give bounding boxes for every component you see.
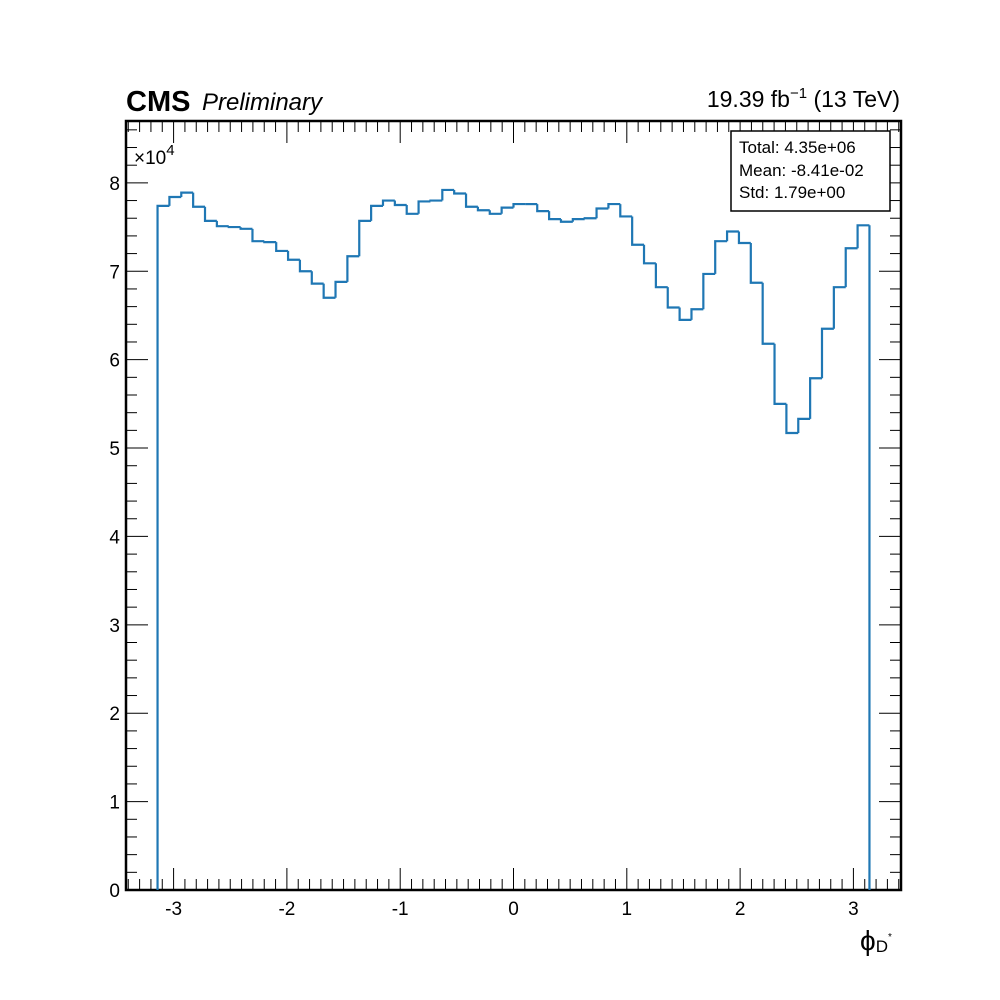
x-tick-label: 1 [622,899,633,920]
histogram-bin [417,200,431,214]
histogram-bin [749,242,763,284]
histogram-bin [298,259,312,273]
x-tick-label: 3 [848,899,859,920]
y-tick-label: 1 [109,793,120,814]
x-tick-label: -1 [392,899,409,920]
histogram-bin [797,417,811,434]
y-multiplier-label: ×104 [134,142,175,169]
histogram-bin [690,308,704,320]
x-axis-subscript: D [876,937,888,956]
y-multiplier-base: ×10 [134,148,166,169]
energy-value: (13 TeV) [813,86,900,112]
histogram-bin [832,286,846,329]
y-tick-label: 5 [109,439,120,460]
stats-box [730,130,891,212]
x-axis-title: ϕD* [860,925,892,956]
x-tick-label: -2 [278,899,295,920]
histogram-bin [856,224,870,249]
histogram-bin [310,271,324,285]
histogram-bin [156,204,170,890]
histogram-bin [334,280,348,298]
histogram-bin [737,231,751,245]
histogram-bin [666,287,680,309]
histogram-bin [642,244,656,265]
histogram-bin [785,403,799,435]
stats-mean: Mean: -8.41e-02 [739,161,864,180]
x-tick-label: 2 [735,899,746,920]
histogram-bin [381,199,395,206]
luminosity-label: 19.39 fb−1 (13 TeV) [707,85,900,112]
histogram-bin [215,220,229,228]
histogram-bin [488,210,502,215]
histogram-bin [559,219,573,223]
histogram-bin [441,188,455,201]
histogram-bin [370,204,383,221]
histogram-bin [595,207,609,219]
histogram-bin [227,225,241,229]
histogram-bin [607,202,621,209]
y-tick-label: 6 [109,351,120,372]
histogram-bin [322,283,336,299]
histogram-bin [275,242,289,253]
x-tick-label: -3 [165,899,182,920]
histogram-bin [453,189,467,195]
histogram-bin [619,204,633,218]
histogram-bin [547,211,561,221]
x-axis-symbol: ϕ [860,925,876,956]
histogram-bin [405,204,419,215]
histogram-bin [773,343,787,405]
y-tick-label: 0 [109,881,120,902]
histogram-bin [631,216,645,246]
histogram-bin [844,247,858,288]
histogram-bin [476,206,490,212]
histogram-bin [358,219,372,257]
histogram-bin [263,240,277,244]
histogram-bin [168,195,182,206]
status-label: Preliminary [202,89,324,116]
histogram-bin [464,193,478,208]
histogram-bin [500,206,514,214]
histogram-bin [180,191,194,198]
histogram-bin [536,204,550,213]
stats-total: Total: 4.35e+06 [739,138,856,157]
histogram-bin [251,228,265,243]
histogram-bin [654,263,668,289]
plot-frame [124,119,903,892]
y-tick-label: 8 [109,174,120,195]
histogram-bin [761,282,775,345]
axis-tick-labels: -3 -2 -1 0 1 2 3 0 1 2 3 4 5 6 7 8 [109,174,858,920]
y-tick-label: 7 [109,262,120,283]
histogram-bin [583,217,597,220]
histogram-bin [725,230,739,242]
histogram-bin [203,206,217,222]
y-multiplier-exponent: 4 [166,142,174,159]
histogram-bin [678,307,692,321]
y-tick-label: 3 [109,616,120,637]
x-axis-superscript: * [888,932,892,943]
histogram-bin [192,192,206,208]
histogram-series [156,188,871,890]
histogram-bin [346,255,360,282]
y-tick-label: 4 [109,527,120,548]
histogram-bin [809,377,822,419]
x-tick-label: 0 [508,899,519,920]
histogram-bin [393,200,407,207]
histogram-bin [571,218,585,222]
axis-ticks [126,121,901,891]
histogram-bin [429,199,443,202]
experiment-label: CMS [126,86,190,118]
histogram-bin [512,202,526,208]
histogram-bin [286,250,300,261]
histogram-bin [820,327,834,379]
histogram-bin [702,272,716,310]
y-tick-label: 2 [109,704,120,725]
luminosity-value: 19.39 fb [707,86,790,112]
luminosity-exponent: −1 [790,85,807,102]
stats-std: Std: 1.79e+00 [739,183,845,202]
histogram-bin [239,227,253,230]
histogram-bin [714,240,728,274]
